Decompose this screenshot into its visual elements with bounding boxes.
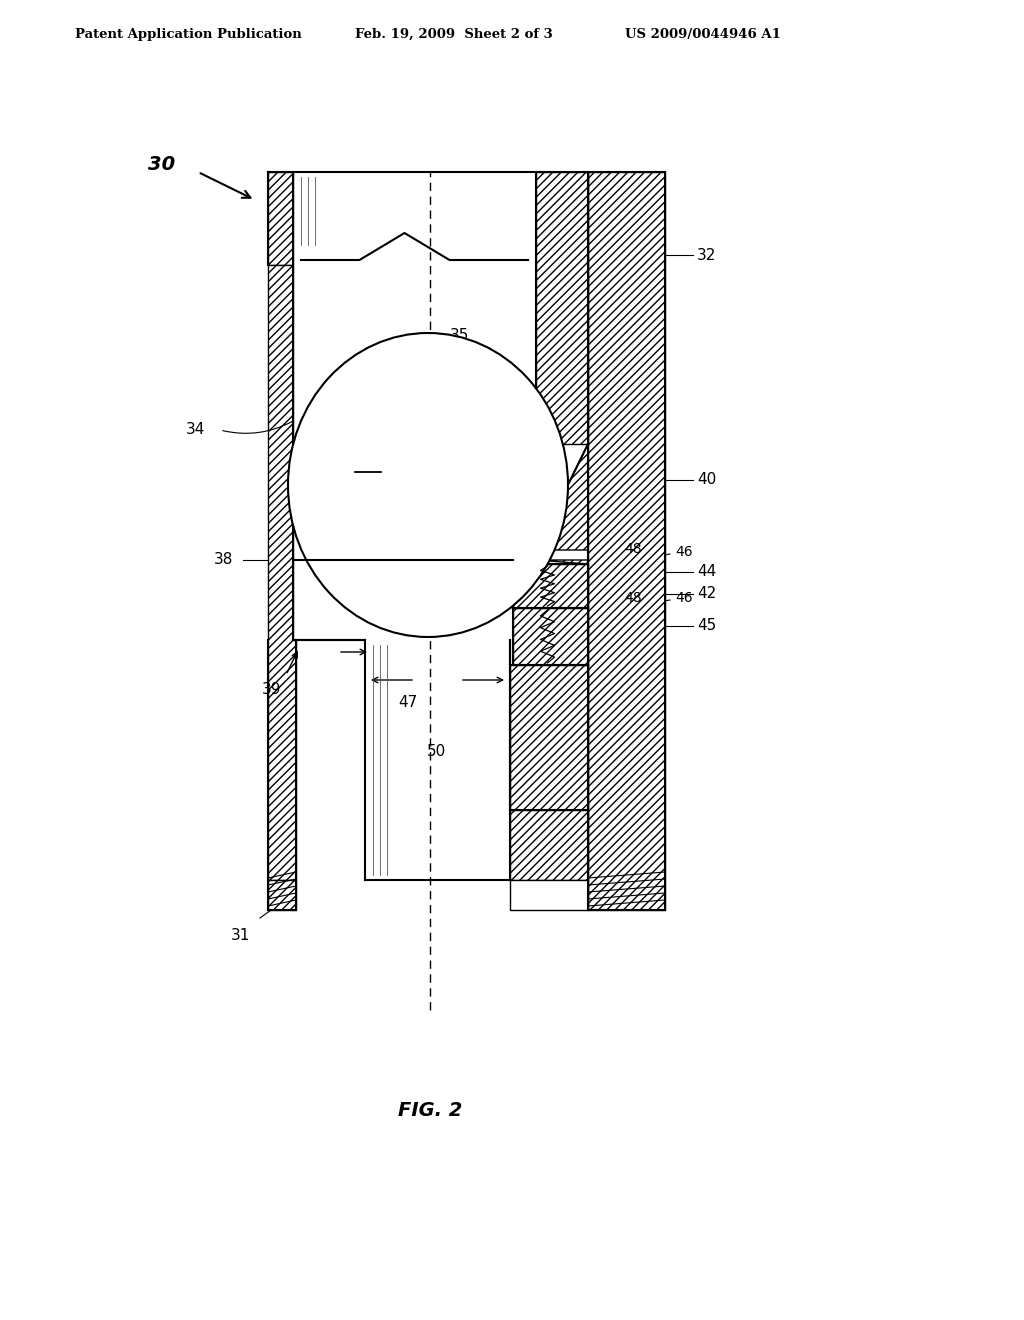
Bar xyxy=(510,810,588,880)
Text: 46: 46 xyxy=(675,591,692,605)
Bar xyxy=(293,172,536,265)
Text: 35: 35 xyxy=(450,327,469,342)
Text: US 2009/0044946 A1: US 2009/0044946 A1 xyxy=(625,28,781,41)
Text: 42: 42 xyxy=(697,586,716,602)
Text: 46: 46 xyxy=(675,545,692,558)
Text: Feb. 19, 2009  Sheet 2 of 3: Feb. 19, 2009 Sheet 2 of 3 xyxy=(355,28,553,41)
Polygon shape xyxy=(268,172,293,265)
Text: FIG. 2: FIG. 2 xyxy=(397,1101,462,1119)
Text: 31: 31 xyxy=(230,928,250,942)
Polygon shape xyxy=(268,880,296,909)
Bar xyxy=(510,880,588,909)
Polygon shape xyxy=(536,444,588,550)
Text: 40: 40 xyxy=(697,473,716,487)
Bar xyxy=(513,609,588,665)
Text: 44: 44 xyxy=(697,565,716,579)
Text: 47: 47 xyxy=(398,696,418,710)
Bar xyxy=(293,265,536,640)
Ellipse shape xyxy=(288,333,568,638)
Text: 32: 32 xyxy=(697,248,717,263)
Text: 39: 39 xyxy=(261,682,281,697)
Text: 45: 45 xyxy=(697,619,716,634)
Text: 60: 60 xyxy=(356,453,379,471)
Polygon shape xyxy=(536,560,588,564)
Bar xyxy=(513,564,588,609)
Text: 49: 49 xyxy=(438,511,458,525)
Text: 50: 50 xyxy=(427,744,446,759)
Bar xyxy=(588,172,665,909)
Polygon shape xyxy=(536,172,588,444)
Bar xyxy=(365,640,510,880)
Text: 30: 30 xyxy=(148,156,175,174)
Polygon shape xyxy=(268,265,296,880)
Text: Patent Application Publication: Patent Application Publication xyxy=(75,28,302,41)
Bar xyxy=(510,665,588,810)
Text: 48: 48 xyxy=(624,543,642,556)
Text: 48: 48 xyxy=(624,591,642,605)
Text: 34: 34 xyxy=(185,422,205,437)
Text: 38: 38 xyxy=(214,553,233,568)
